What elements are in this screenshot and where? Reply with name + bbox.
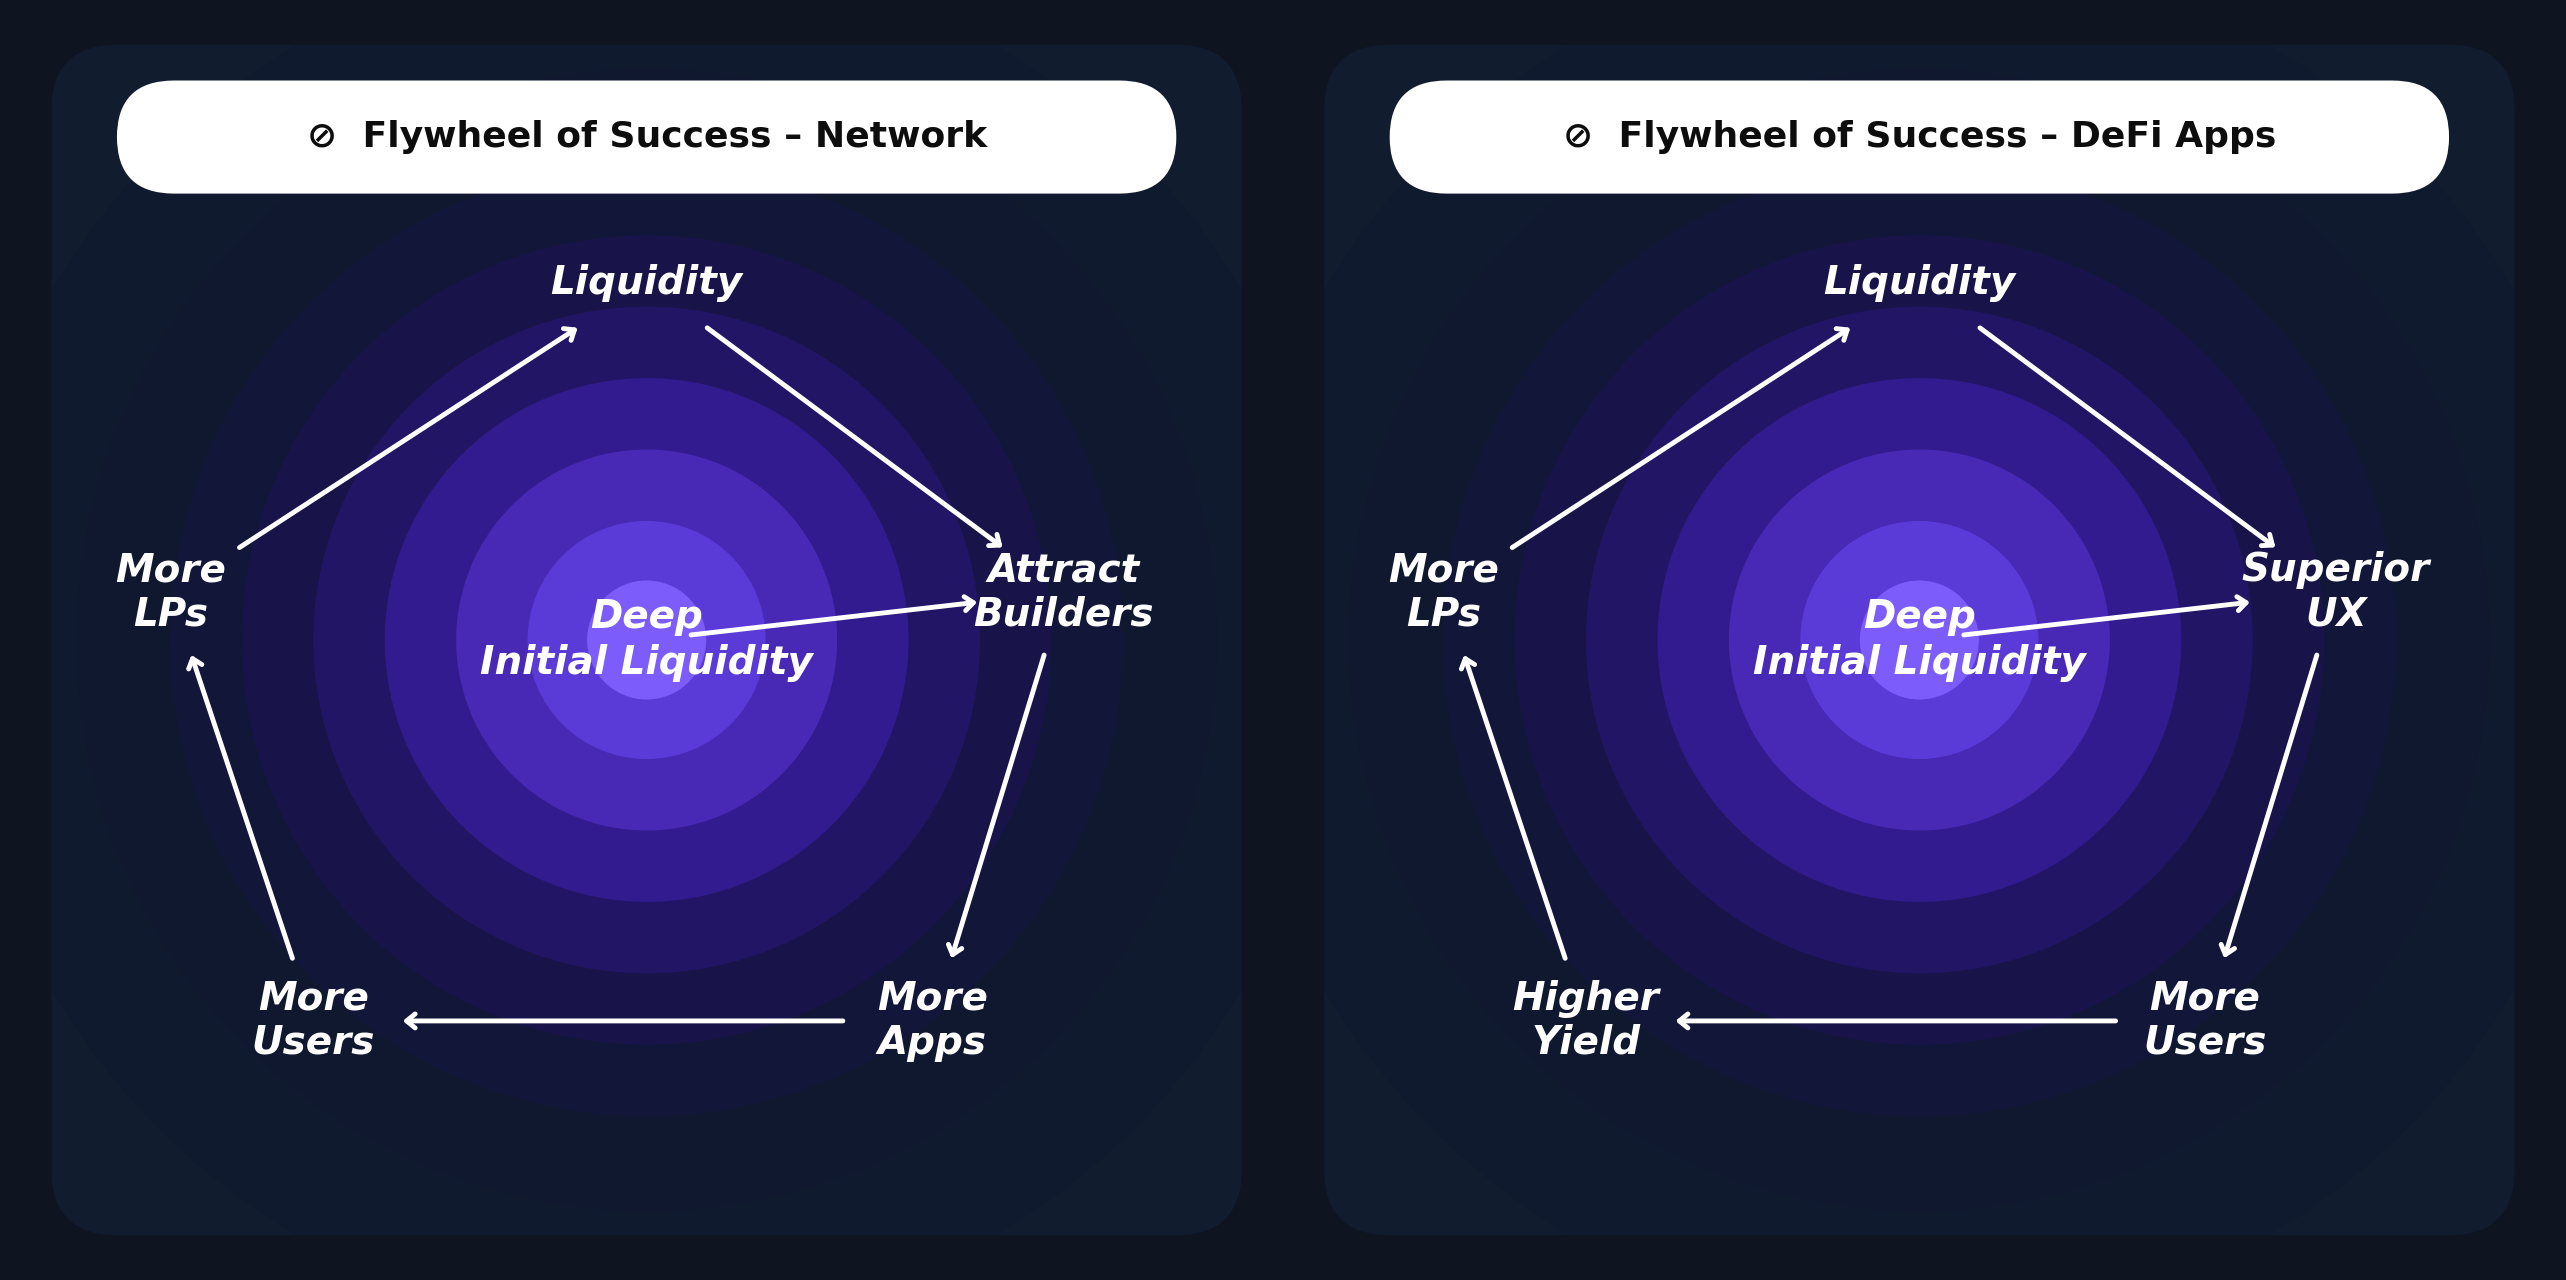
FancyArrowPatch shape <box>949 655 1044 955</box>
Text: ⊘  Flywheel of Success – Network: ⊘ Flywheel of Success – Network <box>305 120 988 154</box>
FancyArrowPatch shape <box>239 329 575 548</box>
Circle shape <box>1229 0 2566 1280</box>
FancyArrowPatch shape <box>690 596 973 635</box>
Circle shape <box>385 378 908 902</box>
Text: More
LPs: More LPs <box>115 552 226 634</box>
FancyBboxPatch shape <box>1324 45 2515 1235</box>
Text: Superior
UX: Superior UX <box>2243 552 2430 634</box>
Circle shape <box>1801 521 2037 759</box>
Text: Higher
Yield: Higher Yield <box>1511 980 1660 1062</box>
FancyArrowPatch shape <box>1463 659 1565 959</box>
Text: More
Users: More Users <box>2143 980 2266 1062</box>
FancyBboxPatch shape <box>118 81 1175 193</box>
Circle shape <box>1586 307 2253 973</box>
Circle shape <box>0 0 1337 1280</box>
FancyArrowPatch shape <box>1963 596 2245 635</box>
Circle shape <box>1442 164 2397 1116</box>
Circle shape <box>313 307 980 973</box>
FancyBboxPatch shape <box>51 45 1242 1235</box>
Circle shape <box>1729 449 2109 831</box>
Text: Attract
Builders: Attract Builders <box>973 552 1155 634</box>
Circle shape <box>1658 378 2181 902</box>
FancyArrowPatch shape <box>2222 655 2317 955</box>
Text: Deep
Initial Liquidity: Deep Initial Liquidity <box>480 598 813 682</box>
FancyArrowPatch shape <box>1678 1014 2114 1028</box>
Circle shape <box>74 69 1219 1211</box>
Circle shape <box>457 449 837 831</box>
FancyBboxPatch shape <box>1391 81 2448 193</box>
Text: Deep
Initial Liquidity: Deep Initial Liquidity <box>1753 598 2086 682</box>
Circle shape <box>1860 581 1978 699</box>
Circle shape <box>1347 69 2492 1211</box>
Text: Liquidity: Liquidity <box>1824 264 2014 302</box>
Circle shape <box>588 581 706 699</box>
Circle shape <box>529 521 765 759</box>
FancyArrowPatch shape <box>1511 329 1848 548</box>
FancyArrowPatch shape <box>190 659 293 959</box>
Circle shape <box>1514 236 2325 1044</box>
FancyArrowPatch shape <box>1981 328 2273 545</box>
Circle shape <box>169 164 1124 1116</box>
Text: More
Apps: More Apps <box>878 980 988 1062</box>
Text: More
Users: More Users <box>251 980 375 1062</box>
FancyArrowPatch shape <box>708 328 1001 545</box>
Text: ⊘  Flywheel of Success – DeFi Apps: ⊘ Flywheel of Success – DeFi Apps <box>1563 120 2276 154</box>
Circle shape <box>241 236 1052 1044</box>
Text: More
LPs: More LPs <box>1388 552 1499 634</box>
Text: Liquidity: Liquidity <box>552 264 742 302</box>
FancyArrowPatch shape <box>405 1014 842 1028</box>
